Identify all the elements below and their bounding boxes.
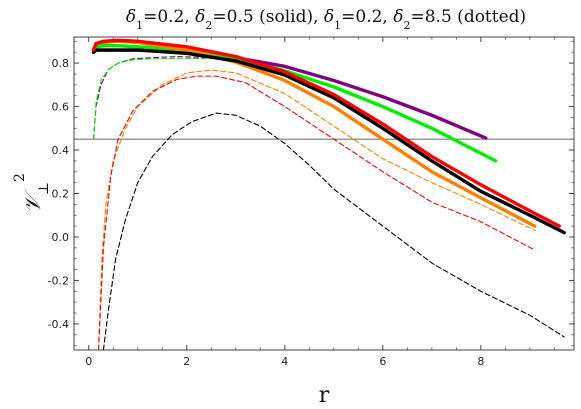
chart-title: δ1=0.2, δ2=0.5 (solid), δ1=0.2, δ2=8.5 (… — [126, 7, 526, 32]
x-tick-label: 6 — [379, 355, 386, 368]
x-tick-label: 8 — [477, 355, 484, 368]
dashed-series-line — [97, 69, 536, 350]
title-part: δ — [126, 7, 136, 27]
title-part: 2 — [205, 19, 212, 32]
title-part: =8.5 (dotted) — [411, 7, 527, 27]
title-part: δ — [195, 7, 205, 27]
y-axis-label: 𝒱⊥2 — [12, 173, 52, 213]
title-part: 2 — [404, 19, 411, 32]
series-group — [91, 38, 566, 350]
title-part: 1 — [136, 19, 143, 32]
solid-series-line — [91, 43, 498, 163]
x-tick-label: 4 — [281, 355, 288, 368]
solid-series-line — [91, 48, 566, 235]
title-part: =0.2, — [143, 7, 195, 27]
x-tick-label: 0 — [85, 355, 92, 368]
dashed-series-line — [102, 112, 565, 350]
x-axis-label: r — [319, 383, 330, 408]
y-tick-label: -0.2 — [48, 274, 69, 287]
y-tick-label: 0.4 — [52, 144, 70, 157]
y-axis-ticks: -0.4 -0.2 0.0 0.2 0.4 0.6 0.8 — [48, 40, 574, 347]
y-label-sub: ⊥ — [36, 182, 52, 195]
title-part: δ — [393, 7, 403, 27]
x-axis-ticks: 0 2 4 6 8 — [85, 37, 555, 368]
y-tick-label: 0.2 — [52, 188, 70, 201]
solid-series-line — [91, 38, 561, 228]
y-tick-label: 0.6 — [52, 101, 70, 114]
y-label-sup: 2 — [12, 173, 28, 182]
title-part: =0.5 (solid), — [212, 7, 323, 27]
title-part: δ — [324, 7, 334, 27]
dashed-series-line — [97, 75, 536, 350]
dashed-series-line — [93, 56, 212, 140]
x-tick-label: 2 — [183, 355, 190, 368]
title-part: =0.2, — [341, 7, 393, 27]
y-tick-label: 0.8 — [52, 57, 70, 70]
dashed-series-line — [93, 57, 212, 140]
y-tick-label: -0.4 — [48, 318, 69, 331]
y-tick-label: 0.0 — [52, 231, 70, 244]
title-part: 1 — [334, 19, 341, 32]
